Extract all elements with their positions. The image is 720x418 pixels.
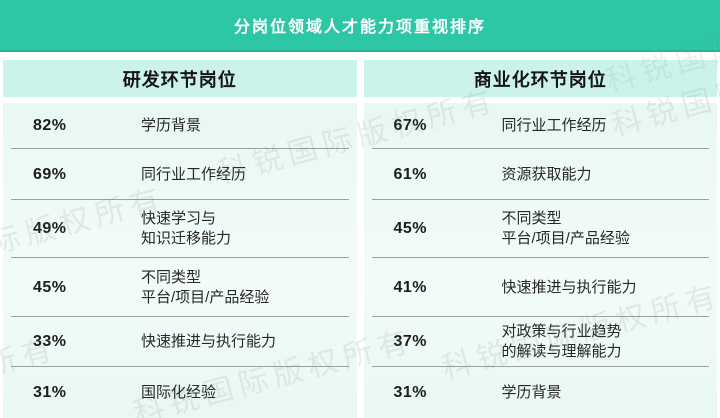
row-divider <box>371 199 709 200</box>
percent-value: 69% <box>33 165 67 183</box>
ability-label: 快速推进与执行能力 <box>141 333 277 350</box>
percent-value: 45% <box>393 220 428 237</box>
table-row: 45% 不同类型 平台/项目/产品经验 <box>3 258 357 317</box>
panel-commercial: 商业化环节岗位 67% 同行业工作经历 61% 资源获取能力 45% 不同类型 … <box>363 60 718 418</box>
ability-label: 对政策与行业趋势 的解读与理解能力 <box>501 323 622 360</box>
table-row: 31% 学历背景 <box>364 367 718 418</box>
panel-rd-header: 研发环节岗位 <box>3 60 357 97</box>
table-row: 67% 同行业工作经历 <box>364 103 718 149</box>
percent-value: 41% <box>393 278 428 296</box>
table-row: 31% 国际化经验 <box>3 367 357 418</box>
panel-commercial-title: 商业化环节岗位 <box>473 69 607 90</box>
table-row: 45% 不同类型 平台/项目/产品经验 <box>364 200 718 258</box>
percent-value: 45% <box>33 278 67 296</box>
ability-label: 不同类型 平台/项目/产品经验 <box>501 210 630 247</box>
row-divider <box>371 366 709 367</box>
ability-label: 快速学习与 知识迁移能力 <box>141 210 232 247</box>
panel-rd-rows: 82% 学历背景 69% 同行业工作经历 49% 快速学习与 知识迁移能力 45… <box>3 103 357 418</box>
table-row: 82% 学历背景 <box>3 103 357 149</box>
row-divider <box>11 366 349 367</box>
row-divider <box>11 199 349 200</box>
ability-label: 资源获取能力 <box>501 165 592 183</box>
ability-label: 不同类型 平台/项目/产品经验 <box>141 268 270 306</box>
ability-label: 学历背景 <box>141 117 202 134</box>
ability-label: 同行业工作经历 <box>501 117 607 134</box>
row-divider <box>371 316 709 317</box>
row-divider <box>11 257 349 258</box>
row-divider <box>371 148 709 149</box>
row-divider <box>371 257 709 258</box>
row-divider <box>11 316 349 317</box>
panels-container: 研发环节岗位 82% 学历背景 69% 同行业工作经历 49% 快速学习与 知识… <box>0 52 720 418</box>
table-row: 49% 快速学习与 知识迁移能力 <box>3 200 357 258</box>
panel-rd: 研发环节岗位 82% 学历背景 69% 同行业工作经历 49% 快速学习与 知识… <box>3 60 357 418</box>
percent-value: 49% <box>33 220 67 237</box>
percent-value: 82% <box>33 117 67 134</box>
title-banner: 分岗位领域人才能力项重视排序 <box>0 0 720 52</box>
table-row: 61% 资源获取能力 <box>364 149 718 200</box>
percent-value: 33% <box>33 333 67 350</box>
ability-label: 同行业工作经历 <box>141 165 247 183</box>
percent-value: 67% <box>393 117 428 134</box>
percent-value: 61% <box>393 165 428 183</box>
table-row: 37% 对政策与行业趋势 的解读与理解能力 <box>364 317 718 367</box>
ability-label: 学历背景 <box>501 383 562 401</box>
page-title: 分岗位领域人才能力项重视排序 <box>233 19 486 36</box>
panel-commercial-rows: 67% 同行业工作经历 61% 资源获取能力 45% 不同类型 平台/项目/产品… <box>363 103 718 418</box>
table-row: 33% 快速推进与执行能力 <box>3 317 357 367</box>
panel-rd-title: 研发环节岗位 <box>122 69 237 90</box>
panel-commercial-header: 商业化环节岗位 <box>363 60 717 97</box>
ability-label: 快速推进与执行能力 <box>501 278 637 296</box>
table-row: 41% 快速推进与执行能力 <box>364 258 718 317</box>
table-row: 69% 同行业工作经历 <box>3 149 357 200</box>
percent-value: 31% <box>33 383 67 401</box>
percent-value: 31% <box>393 383 428 401</box>
percent-value: 37% <box>393 333 428 350</box>
row-divider <box>11 148 349 149</box>
ability-label: 国际化经验 <box>141 383 217 401</box>
